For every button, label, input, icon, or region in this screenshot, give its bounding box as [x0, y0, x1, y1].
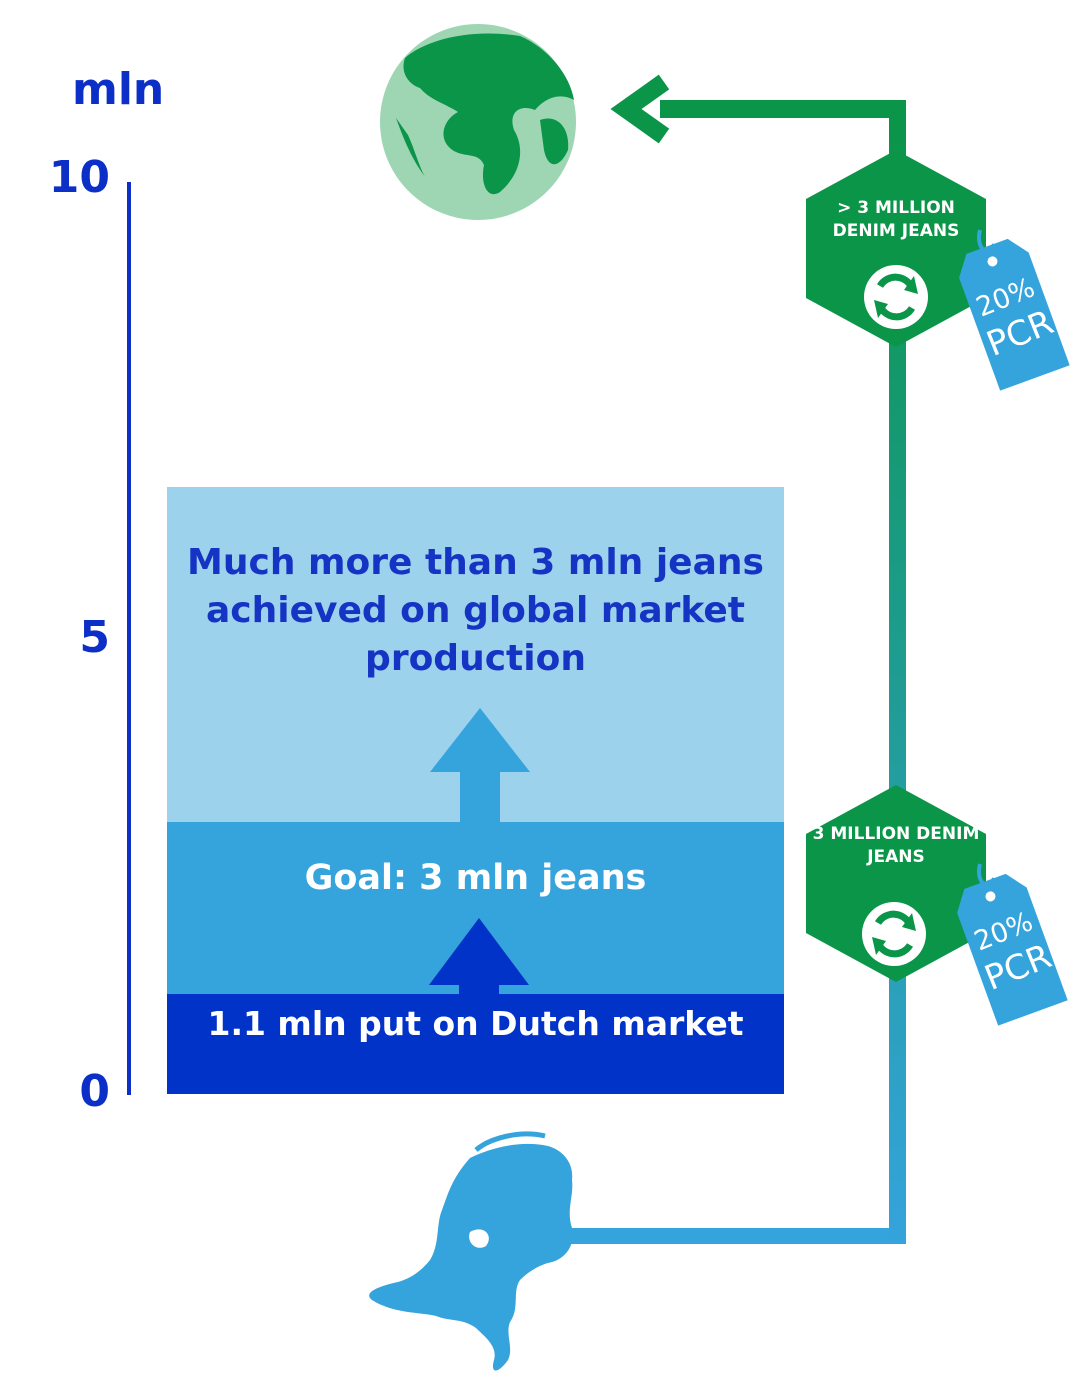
axis-tick-10: 10 — [48, 152, 110, 203]
hexagon-2-label: 3 MILLION DENIM JEANS — [812, 824, 980, 867]
hexagon-badge-2 — [806, 785, 986, 982]
up-arrow-dark-icon — [429, 918, 529, 996]
dutch-market-text: 1.1 mln put on Dutch market — [207, 1004, 744, 1043]
dutch-market-band: 1.1 mln put on Dutch market — [167, 994, 784, 1094]
vertical-axis-line — [127, 182, 131, 1095]
arrow-to-globe-icon — [610, 74, 670, 144]
axis-unit-label: mln — [72, 64, 165, 115]
hexagon-1-label: > 3 MILLION DENIM JEANS — [832, 198, 960, 241]
goal-text: Goal: 3 mln jeans — [304, 858, 647, 898]
axis-tick-0: 0 — [79, 1066, 110, 1117]
globe-icon — [380, 24, 576, 220]
price-tag-2 — [957, 863, 1068, 1026]
up-arrow-light-icon — [430, 708, 530, 825]
recycle-icon — [864, 265, 928, 329]
price-tag-1 — [959, 229, 1070, 391]
axis-tick-5: 5 — [79, 612, 110, 663]
global-production-text: Much more than 3 mln jeans achieved on g… — [187, 542, 764, 679]
global-production-band: Much more than 3 mln jeans achieved on g… — [167, 487, 784, 822]
netherlands-map-icon — [369, 1131, 573, 1371]
recycle-icon — [862, 902, 926, 966]
hexagon-badge-1 — [806, 150, 986, 347]
